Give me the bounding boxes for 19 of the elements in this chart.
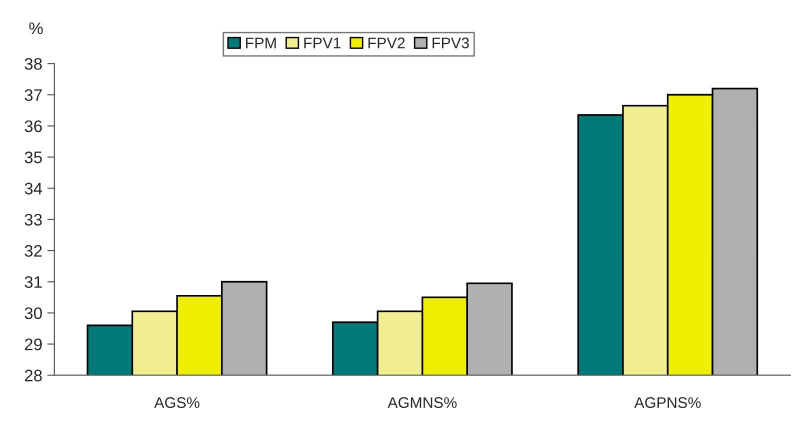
legend-label: FPM <box>246 38 276 48</box>
y-tick-label: 34 <box>24 182 42 194</box>
legend-label: FPV3 <box>432 38 469 48</box>
y-tick-label: 38 <box>24 58 42 70</box>
y-axis-title: % <box>29 22 43 34</box>
x-tick-label: AGS% <box>154 397 200 408</box>
y-tick-label: 30 <box>24 307 42 320</box>
legend-label: FPV2 <box>368 38 405 48</box>
y-tick-label: 31 <box>24 276 42 288</box>
y-tick-label: 32 <box>24 244 42 257</box>
x-tick-label: AGMNS% <box>388 397 457 408</box>
x-tick-label: AGPNS% <box>634 397 701 408</box>
legend-label: FPV1 <box>304 38 340 48</box>
y-tick-label: 28 <box>24 370 42 382</box>
y-tick-label: 36 <box>24 120 42 132</box>
y-tick-label: 35 <box>24 151 42 164</box>
y-tick-label: 37 <box>24 89 42 101</box>
y-tick-label: 29 <box>24 338 42 350</box>
y-tick-label: 33 <box>24 214 42 226</box>
